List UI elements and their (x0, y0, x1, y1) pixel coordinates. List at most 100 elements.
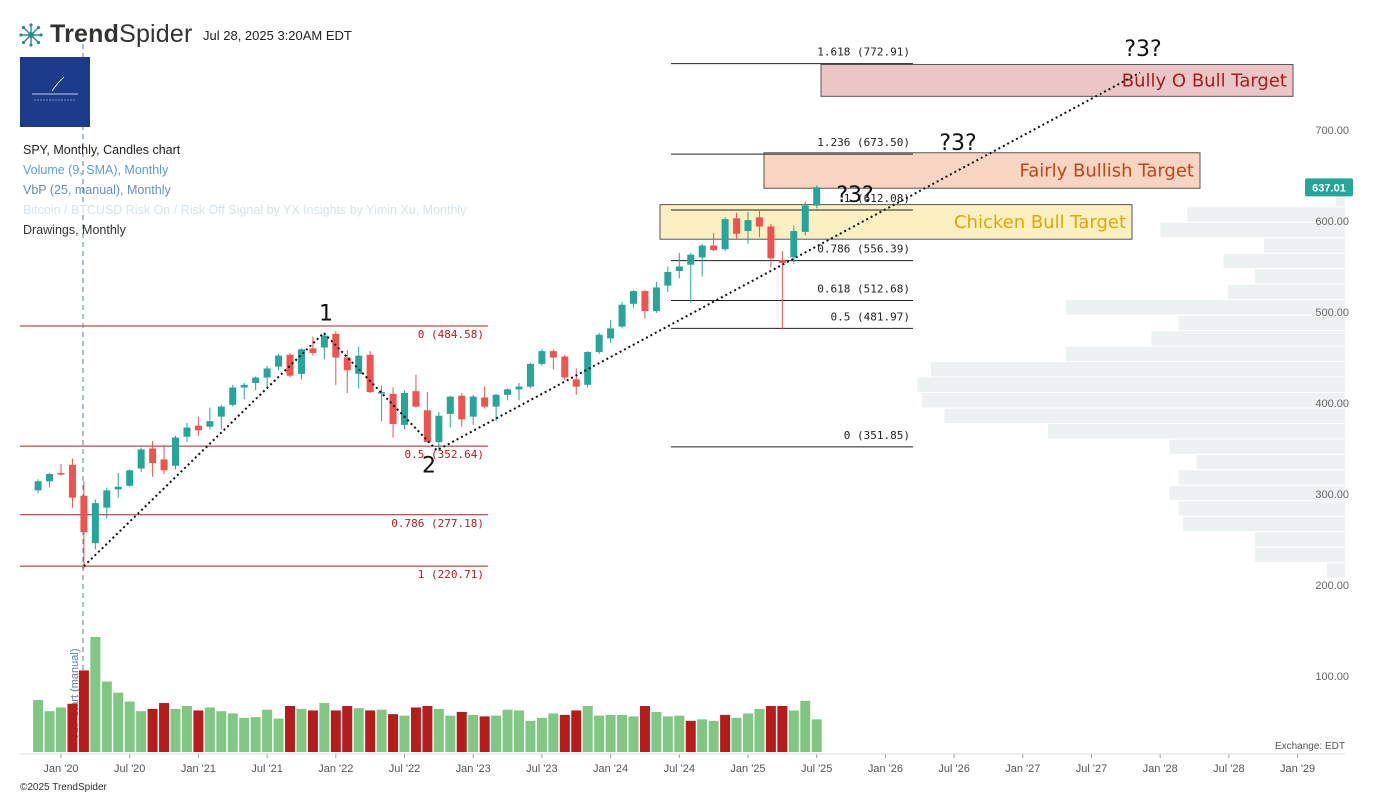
candle-body (733, 218, 741, 234)
candle (435, 412, 443, 451)
candle-body (401, 392, 408, 425)
candle-body (790, 231, 798, 258)
candle (378, 385, 386, 422)
fib-left-label: 0.5 (352.64) (405, 448, 484, 461)
candle-body (721, 219, 729, 250)
candle (755, 209, 763, 238)
volume-bar (250, 717, 261, 752)
volume-bar (788, 710, 799, 752)
fib-right-label: 0.618 (512.68) (817, 282, 910, 295)
candle-body (504, 389, 512, 395)
candle-body (698, 245, 706, 258)
candle (206, 407, 214, 430)
x-tick-label: Jan '20 (43, 763, 78, 775)
y-tick-label: 600.00 (1315, 216, 1349, 228)
candle-body (607, 328, 615, 339)
volume-bar (365, 710, 376, 752)
legend-main-series[interactable]: SPY, Monthly, Candles chart (23, 143, 181, 157)
x-tick-label: Jan '26 (868, 763, 903, 775)
volume-bar (674, 715, 685, 752)
candle-body (744, 220, 752, 232)
candle-body (172, 437, 179, 466)
volume-bar (697, 719, 708, 752)
volume-bar (388, 714, 399, 752)
candle-body (57, 473, 65, 475)
volume-bar (445, 715, 456, 752)
target-label: Fairly Bullish Target (1020, 160, 1194, 181)
x-tick-label: Jan '21 (181, 763, 216, 775)
candle-body (755, 217, 763, 227)
candle (446, 395, 454, 428)
x-tick-label: Jul '28 (1213, 763, 1244, 775)
candle (252, 376, 260, 391)
vbp-bar (931, 362, 1345, 377)
candle (733, 212, 741, 241)
candle (664, 266, 672, 292)
candle (160, 444, 168, 474)
candle-body (641, 291, 649, 312)
candle (412, 374, 420, 408)
wave-lines: 1 2 ?3? ?3? ?3? (83, 37, 1162, 567)
target-zone (820, 63, 1294, 97)
volume-bar (239, 717, 250, 752)
candle (790, 225, 798, 264)
x-tick-label: Jul '26 (938, 763, 969, 775)
y-tick-label: 100.00 (1315, 671, 1349, 683)
candle-body (320, 335, 328, 348)
x-tick-label: Jan '29 (1280, 763, 1315, 775)
candle-body (309, 348, 317, 353)
candle-body (103, 490, 111, 508)
volume-bar (124, 701, 135, 752)
target-zones: Bully O Bull Target Fairly Bullish Target… (659, 63, 1294, 240)
y-axis: 100.00 200.00 300.00 400.00 500.00 600.00 700.… (1315, 125, 1349, 683)
fib-right-label: 1.236 (673.50) (817, 136, 910, 149)
candle (504, 388, 512, 401)
candle (618, 301, 626, 329)
candle (515, 382, 523, 401)
candle (549, 349, 557, 370)
vbp-bar (1196, 454, 1345, 470)
author-logo (20, 57, 90, 127)
legend-vbp[interactable]: VbP (25, manual), Monthly (23, 183, 171, 197)
brand-light: Spider (119, 20, 193, 48)
trendspider-logo: TrendSpider (18, 20, 193, 49)
candle (607, 320, 615, 343)
candle (229, 384, 237, 407)
candle-body (435, 415, 443, 443)
candle (423, 392, 431, 443)
vbp-profile (917, 191, 1345, 578)
candle-body (801, 205, 809, 232)
chart-datetime: Jul 28, 2025 3:20AM EDT (203, 28, 352, 43)
candle (80, 481, 88, 569)
candle (652, 281, 660, 313)
vbp-bar (922, 392, 1345, 408)
volume-bar (90, 637, 101, 752)
volume-bar (811, 719, 822, 752)
volume-bar (44, 711, 55, 752)
vbp-bar (1048, 423, 1345, 439)
x-tick-label: Jul '22 (389, 763, 420, 775)
candle (458, 392, 466, 427)
candle (91, 499, 99, 550)
candle-body (80, 495, 88, 533)
candle-body (813, 187, 821, 206)
volume-bar (628, 716, 639, 752)
legend-indicator[interactable]: Bitcoin / BTCUSD Risk On / Risk Off Sign… (23, 203, 467, 217)
candle-body (183, 427, 191, 437)
candle (561, 354, 569, 381)
wave-label: ?3? (1124, 37, 1161, 62)
legend-volume[interactable]: Volume (9, SMA), Monthly (23, 163, 169, 177)
legend-drawings[interactable]: Drawings, Monthly (23, 223, 126, 237)
candle-body (46, 473, 54, 482)
fib-right-label: 0.786 (556.39) (817, 243, 910, 256)
volume-bar (559, 714, 570, 752)
volume-bar (147, 708, 158, 752)
candle (710, 232, 718, 252)
volume-bar (765, 706, 776, 752)
y-tick-label: 200.00 (1315, 580, 1349, 592)
volume-bar (262, 709, 273, 752)
volume-bar (743, 713, 753, 752)
volume-bar (502, 709, 513, 752)
vbp-bar (1160, 222, 1345, 238)
